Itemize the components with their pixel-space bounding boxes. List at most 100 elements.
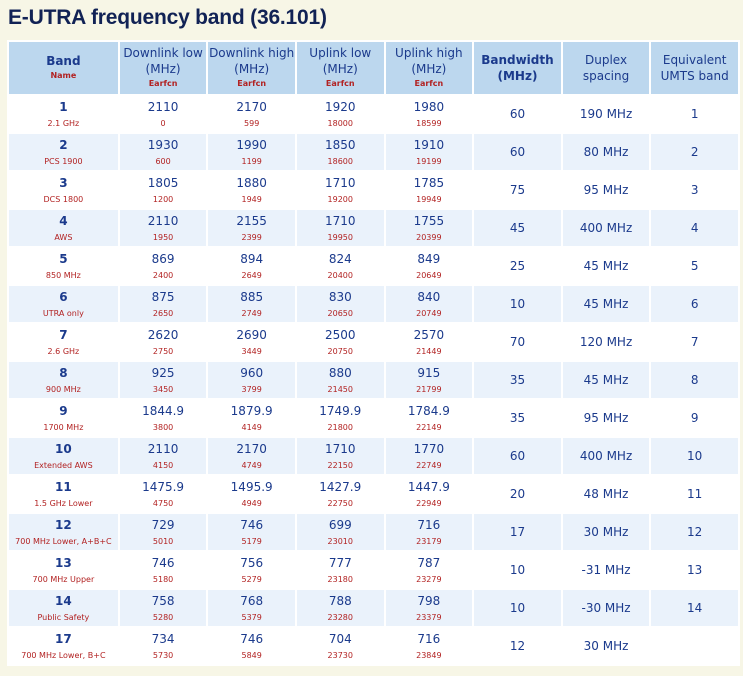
ul-low-cell: 2500 20750: [296, 324, 384, 360]
ul-high-earfcn: 20399: [416, 232, 442, 242]
umts-cell: 10: [651, 438, 738, 474]
bandwidth-cell: 60: [474, 438, 561, 474]
dl-high-earfcn: 2749: [241, 308, 262, 318]
dl-low-mhz: 729: [151, 517, 175, 532]
band-name: PCS 1900: [44, 156, 83, 166]
band-cell: 6 UTRA only: [9, 286, 118, 322]
dl-high-cell: 2170 599: [208, 96, 295, 132]
dl-low-cell: 925 3450: [119, 362, 207, 398]
ul-high-cell: 798 23379: [385, 590, 473, 626]
ul-low-earfcn: 21800: [327, 422, 353, 432]
ul-low-cell: 1710 19200: [296, 172, 384, 208]
ul-low-earfcn: 20400: [327, 270, 353, 280]
ul-high-earfcn: 19199: [416, 156, 442, 166]
ul-low-mhz: 1850: [324, 137, 356, 152]
dl-high-earfcn: 3449: [241, 346, 262, 356]
dl-low-earfcn: 5010: [152, 536, 174, 546]
dl-high-cell: 1990 1199: [208, 134, 295, 170]
dl-low-earfcn: 2750: [152, 346, 174, 356]
dl-high-cell: 2170 4749: [208, 438, 295, 474]
dl-high-mhz: 1990: [236, 137, 267, 152]
duplex-cell: 48 MHz: [562, 476, 650, 512]
dl-low-mhz: 869: [151, 251, 175, 266]
band-number: 4: [59, 213, 68, 228]
band-cell: 14 Public Safety: [9, 590, 118, 626]
dl-high-cell: 768 5379: [208, 590, 295, 626]
ul-low-cell: 880 21450: [296, 362, 384, 398]
table-row: 13 700 MHz Upper 746 5180 756 5279 777 23180 787…: [9, 552, 738, 588]
duplex-cell: 45 MHz: [562, 248, 650, 284]
dl-high-mhz: 1880: [236, 175, 267, 190]
band-name: 700 MHz Upper: [32, 574, 95, 584]
duplex-cell: 80 MHz: [562, 134, 650, 170]
dl-high-earfcn: 4149: [241, 422, 262, 432]
umts-cell: 7: [651, 324, 738, 360]
dl-high-cell: 1495.9 4949: [208, 476, 295, 512]
band-name: 2.1 GHz: [47, 118, 80, 128]
table-header-row: Band Name Downlink low (MHz) Earfcn Down…: [9, 42, 738, 94]
ul-low-mhz: 2500: [324, 327, 356, 342]
band-name: 1700 MHz: [43, 422, 84, 432]
ul-low-earfcn: 20650: [327, 308, 353, 318]
ul-high-earfcn: 23179: [416, 536, 442, 546]
band-name: 700 MHz Lower, B+C: [21, 650, 106, 660]
dl-high-earfcn: 5279: [241, 574, 262, 584]
ul-high-mhz: 1755: [413, 213, 445, 228]
ul-low-mhz: 880: [328, 365, 352, 380]
ul-high-earfcn: 20749: [416, 308, 442, 318]
table-row: 4 AWS 2110 1950 2155 2399 1710 19950 1755 20399 45…: [9, 210, 738, 246]
ul-high-earfcn: 22149: [416, 422, 442, 432]
ul-high-earfcn: 22749: [416, 460, 442, 470]
ul-high-mhz: 1447.9: [407, 479, 450, 494]
ul-high-cell: 840 20749: [385, 286, 473, 322]
header-bandwidth: Bandwidth (MHz): [474, 42, 561, 94]
ul-high-cell: 1785 19949: [385, 172, 473, 208]
umts-cell: 13: [651, 552, 738, 588]
dl-high-mhz: 756: [240, 555, 264, 570]
dl-low-cell: 746 5180: [119, 552, 207, 588]
ul-low-earfcn: 22750: [327, 498, 353, 508]
band-cell: 13 700 MHz Upper: [9, 552, 118, 588]
bandwidth-cell: 35: [474, 400, 561, 436]
bandwidth-cell: 60: [474, 134, 561, 170]
band-number: 10: [55, 441, 72, 456]
band-number: 2: [59, 137, 68, 152]
dl-low-cell: 869 2400: [119, 248, 207, 284]
band-cell: 7 2.6 GHz: [9, 324, 118, 360]
ul-high-mhz: 716: [417, 631, 441, 646]
duplex-cell: -31 MHz: [562, 552, 650, 588]
band-name: DCS 1800: [43, 194, 84, 204]
ul-low-mhz: 1710: [324, 213, 356, 228]
dl-low-cell: 1805 1200: [119, 172, 207, 208]
duplex-cell: 190 MHz: [562, 96, 650, 132]
dl-low-mhz: 2110: [147, 213, 179, 228]
header-band: Band Name: [9, 42, 118, 94]
umts-cell: 3: [651, 172, 738, 208]
dl-low-earfcn: 5730: [152, 650, 174, 660]
table-row: 14 Public Safety 758 5280 768 5379 788 23280 798…: [9, 590, 738, 626]
band-number: 11: [55, 479, 72, 494]
duplex-cell: 30 MHz: [562, 628, 650, 664]
dl-low-mhz: 2110: [147, 441, 179, 456]
ul-low-earfcn: 23730: [327, 650, 353, 660]
dl-low-cell: 758 5280: [119, 590, 207, 626]
header-dl-low: Downlink low (MHz) Earfcn: [119, 42, 207, 94]
band-cell: 9 1700 MHz: [9, 400, 118, 436]
table-row: 9 1700 MHz 1844.9 3800 1879.9 4149 1749.9 21800…: [9, 400, 738, 436]
umts-cell: 4: [651, 210, 738, 246]
bandwidth-cell: 12: [474, 628, 561, 664]
duplex-cell: 120 MHz: [562, 324, 650, 360]
dl-high-cell: 960 3799: [208, 362, 295, 398]
ul-low-cell: 777 23180: [296, 552, 384, 588]
band-number: 1: [59, 99, 68, 114]
ul-high-mhz: 1785: [413, 175, 445, 190]
ul-high-earfcn: 21449: [416, 346, 442, 356]
dl-high-earfcn: 4949: [241, 498, 262, 508]
header-dl-high: Downlink high (MHz) Earfcn: [208, 42, 295, 94]
ul-low-cell: 1920 18000: [296, 96, 384, 132]
band-name: 850 MHz: [45, 270, 81, 280]
dl-low-cell: 2110 0: [119, 96, 207, 132]
table-row: 6 UTRA only 875 2650 885 2749 830 20650 840 20749…: [9, 286, 738, 322]
ul-low-mhz: 824: [328, 251, 352, 266]
table-row: 1 2.1 GHz 2110 0 2170 599 1920 18000 1980 18599 60…: [9, 96, 738, 132]
